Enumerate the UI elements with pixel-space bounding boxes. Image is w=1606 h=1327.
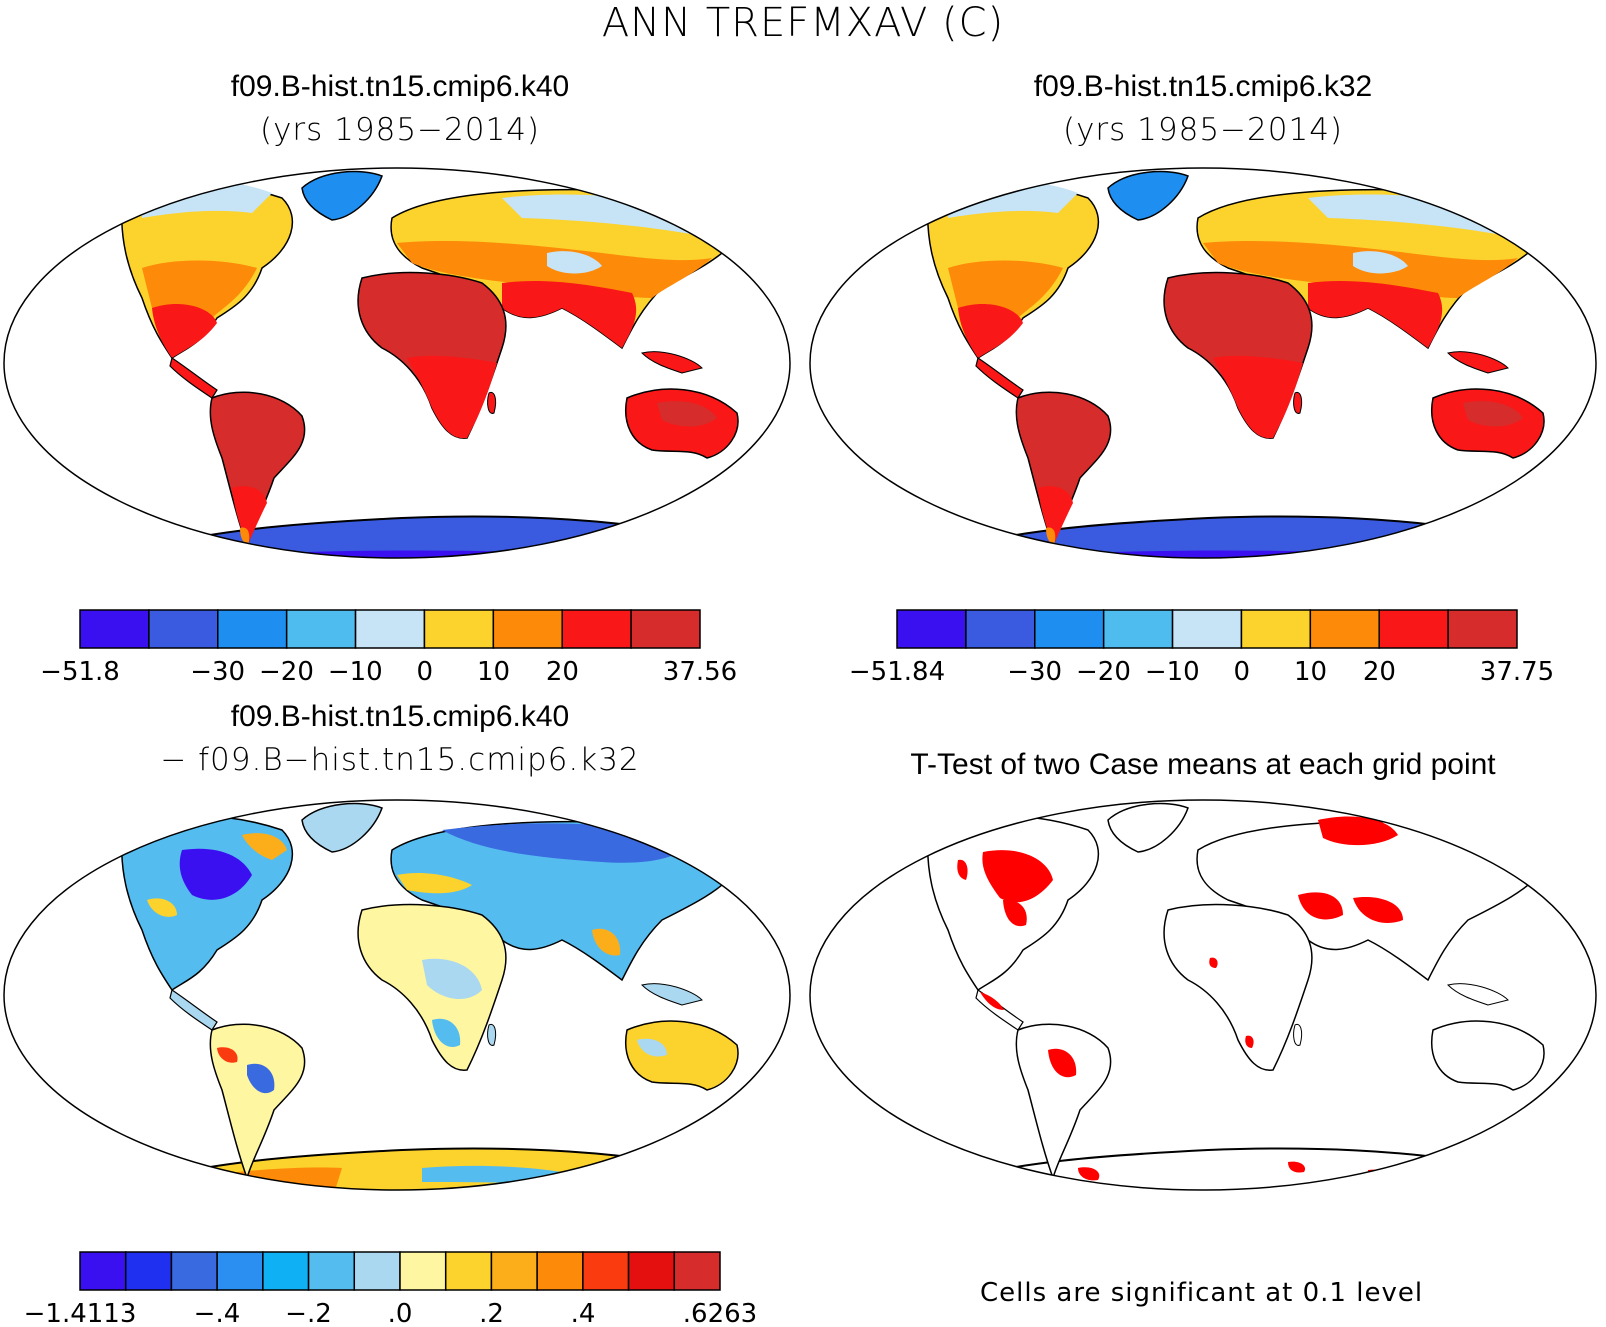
colorbar-label: −51.84 — [849, 657, 945, 687]
colorbar-swatch — [1034, 609, 1105, 649]
colorbar-swatch — [148, 609, 219, 649]
colorbar-swatch — [217, 609, 288, 649]
colorbar-swatch — [582, 1251, 630, 1291]
colorbar-label: .6263 — [683, 1299, 757, 1327]
significant-region — [1353, 896, 1403, 924]
significant-region — [1003, 899, 1027, 927]
colorbar-swatch — [399, 1251, 447, 1291]
map-ttest — [809, 799, 1597, 1191]
colorbar-swatch — [170, 1251, 218, 1291]
colorbar-label: −30 — [1007, 657, 1062, 687]
colorbar-swatch — [1171, 609, 1243, 649]
greenland — [301, 170, 383, 221]
colorbar-label: 10 — [477, 657, 510, 687]
colorbar-label: 0 — [1233, 657, 1250, 687]
colorbar-swatch — [673, 1251, 721, 1291]
colorbar-swatch — [79, 1251, 127, 1291]
panel-case2-title: f09.B-hist.tn15.cmip6.k32 — [1033, 70, 1373, 103]
colorbar-label: 0 — [416, 657, 433, 687]
significant-region — [1298, 892, 1343, 920]
map-case1 — [3, 167, 791, 559]
colorbar-swatch — [536, 1251, 584, 1291]
colorbar-swatch — [79, 609, 150, 649]
colorbar-swatch — [1378, 609, 1449, 649]
colorbar-swatch — [216, 1251, 264, 1291]
map-case2 — [809, 167, 1597, 559]
colorbar-swatch — [307, 1251, 356, 1291]
figure-title: ANN TREFMXAV (C) — [601, 0, 1005, 46]
colorbar-label: 37.56 — [663, 657, 737, 687]
colorbar-swatch — [1309, 609, 1380, 649]
significant-region — [957, 859, 968, 880]
colorbar-label: .4 — [571, 1299, 596, 1327]
colorbar-swatch — [490, 1251, 538, 1291]
colorbar-swatch — [1102, 609, 1174, 649]
significance-note: Cells are significant at 0.1 level — [980, 1278, 1424, 1308]
colorbar-label: 20 — [1363, 657, 1396, 687]
colorbar-label: −10 — [328, 657, 383, 687]
colorbar-swatch — [1447, 609, 1518, 649]
significant-region — [980, 992, 1004, 1010]
colorbar-swatch — [561, 609, 632, 649]
significant-region — [1078, 1167, 1100, 1181]
panel-case1-subtitle: (yrs 1985−2014) — [259, 112, 541, 148]
colorbar-label: −.4 — [194, 1299, 241, 1327]
colorbar-swatch — [423, 609, 495, 649]
colorbar-label: −30 — [190, 657, 245, 687]
colorbar-label: −.2 — [285, 1299, 332, 1327]
colorbar-swatch — [124, 1251, 173, 1291]
colorbar-label: .0 — [388, 1299, 413, 1327]
panel-diff-title: f09.B-hist.tn15.cmip6.k40 — [230, 700, 570, 733]
significant-region — [982, 850, 1053, 903]
colorbar-swatch — [965, 609, 1036, 649]
colorbar-swatch — [627, 1251, 676, 1291]
significant-region — [1209, 957, 1218, 968]
colorbar-label: −20 — [259, 657, 314, 687]
colorbar-diff: −1.4113 −.4 −.2 .0 .2 .4 .6263 — [24, 1251, 757, 1327]
madagascar — [487, 391, 497, 414]
colorbar-swatch — [354, 609, 426, 649]
significant-region — [1245, 1035, 1254, 1048]
colorbar-label: −51.8 — [40, 657, 120, 687]
panel-case2-subtitle: (yrs 1985−2014) — [1062, 112, 1344, 148]
colorbar-label: 10 — [1294, 657, 1327, 687]
colorbar-case1: −51.8 −30 −20 −10 0 10 20 37.56 — [40, 609, 737, 687]
colorbar-label: −20 — [1076, 657, 1131, 687]
colorbar-swatch — [896, 609, 967, 649]
significant-region — [1318, 816, 1398, 846]
colorbar-label: 37.75 — [1480, 657, 1554, 687]
significant-region — [1048, 1048, 1077, 1078]
colorbar-label: .2 — [479, 1299, 504, 1327]
significant-region — [1288, 1161, 1306, 1173]
map-diff — [3, 799, 791, 1191]
panel-ttest-title: T-Test of two Case means at each grid po… — [910, 748, 1496, 781]
colorbar-swatch — [262, 1251, 310, 1291]
colorbar-swatch — [444, 1251, 493, 1291]
colorbar-swatch — [630, 609, 701, 649]
colorbar-label: −1.4113 — [24, 1299, 137, 1327]
colorbar-swatch — [1240, 609, 1312, 649]
panel-diff-subtitle: − f09.B−hist.tn15.cmip6.k32 — [160, 742, 640, 778]
colorbar-label: −10 — [1145, 657, 1200, 687]
colorbar-swatch — [285, 609, 357, 649]
colorbar-swatch — [353, 1251, 401, 1291]
panel-case1-title: f09.B-hist.tn15.cmip6.k40 — [230, 70, 570, 103]
colorbar-case2: −51.84 −30 −20 −10 0 10 20 37.75 — [849, 609, 1554, 687]
colorbar-swatch — [492, 609, 563, 649]
colorbar-label: 20 — [546, 657, 579, 687]
